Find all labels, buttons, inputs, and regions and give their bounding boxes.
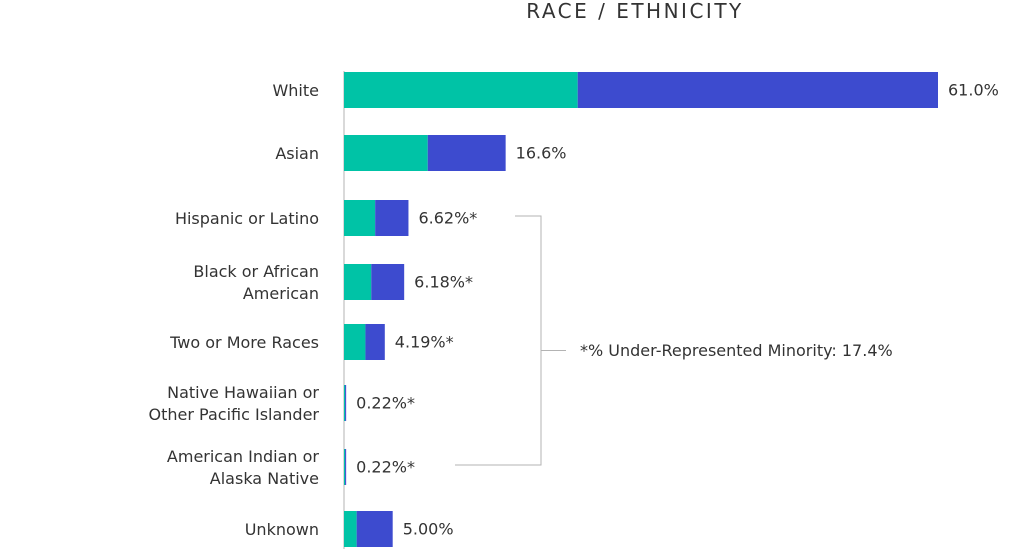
value-label: 16.6% [516,144,567,163]
category-label-line: Other Pacific Islander [149,405,320,424]
category-label: Hispanic or Latino [175,209,319,228]
bar-segment-2 [427,135,506,171]
minority-bracket [455,215,566,466]
bar-segment-1 [344,135,428,171]
bar-segment-2 [345,385,347,421]
category-label-line: Asian [275,144,319,163]
category-label: White [272,81,319,100]
bar-segment-1 [344,511,357,547]
category-label: Native Hawaiian or Other Pacific Islander [149,383,320,424]
bar-segment-2 [365,324,385,360]
category-label-line: American [243,284,319,303]
category-label-line: Hispanic or Latino [175,209,319,228]
category-label-line: Native Hawaiian or [167,383,319,402]
category-label-line: Unknown [245,520,319,539]
bracket-label: *% Under-Represented Minority: 17.4% [580,341,893,360]
category-label: Two or More Races [169,333,319,352]
value-label: 0.22%* [356,458,415,477]
bar-segment-2 [375,200,409,236]
category-label: Unknown [245,520,319,539]
bar-segment-2 [356,511,393,547]
bar-segment-1 [344,264,372,300]
value-label: 61.0% [948,81,999,100]
bar-segment-1 [344,385,346,421]
category-label-line: American Indian or [167,447,320,466]
value-label: 6.18%* [414,273,473,292]
category-label-line: White [272,81,319,100]
category-label: American Indian or Alaska Native [167,447,320,488]
category-label-line: Alaska Native [210,469,319,488]
value-label: 5.00% [403,520,454,539]
bar-segment-1 [344,200,376,236]
bar-segment-1 [344,72,578,108]
value-label: 0.22%* [356,394,415,413]
bar-segment-2 [345,449,347,485]
chart-title: RACE / ETHNICITY [526,0,744,23]
value-label: 6.62%* [418,209,477,228]
bar-segment-1 [344,449,346,485]
category-label-line: Black or African [193,262,319,281]
bar-segment-1 [344,324,366,360]
category-label: Asian [275,144,319,163]
value-label: 4.19%* [395,333,454,352]
category-label: Black or African American [193,262,319,303]
category-label-line: Two or More Races [169,333,319,352]
bar-segment-2 [577,72,938,108]
bar-segment-2 [371,264,405,300]
